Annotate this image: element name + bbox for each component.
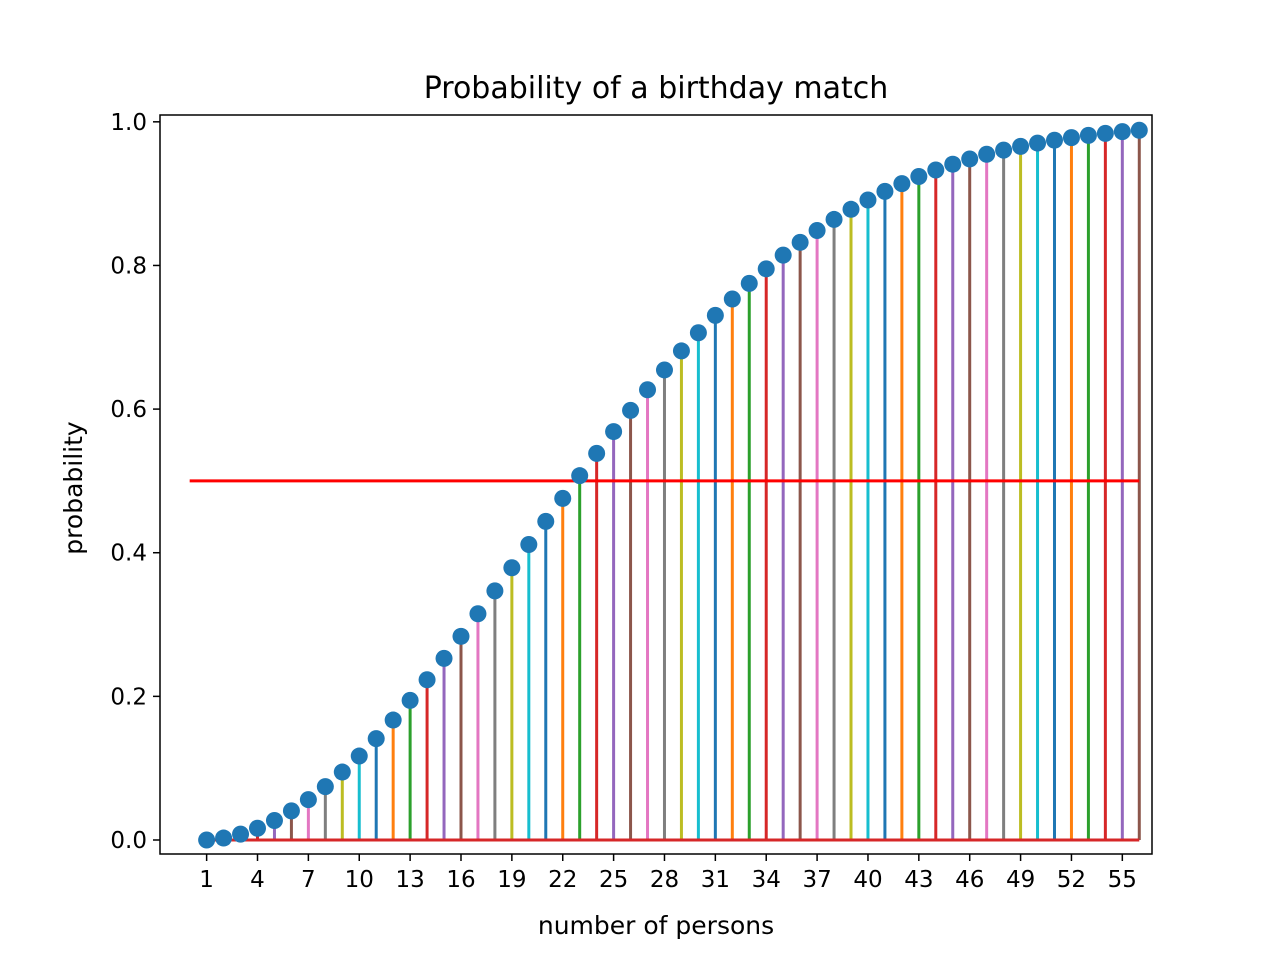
plot-area — [189, 121, 1148, 849]
data-point-31 — [706, 306, 724, 324]
y-tick-label-3: 0.6 — [110, 397, 147, 423]
data-point-15 — [435, 649, 453, 667]
data-point-30 — [689, 324, 707, 342]
data-point-7 — [299, 791, 317, 809]
data-point-52 — [1062, 129, 1080, 147]
data-point-10 — [350, 747, 368, 765]
data-point-23 — [571, 467, 589, 485]
data-point-21 — [537, 512, 555, 530]
data-point-1 — [198, 831, 216, 849]
x-tick-label-43: 43 — [904, 867, 933, 893]
data-point-9 — [333, 763, 351, 781]
data-point-5 — [265, 812, 283, 830]
data-point-8 — [316, 778, 334, 796]
x-tick-label-19: 19 — [497, 867, 526, 893]
data-point-18 — [486, 582, 504, 600]
data-point-25 — [605, 423, 623, 441]
data-point-12 — [384, 711, 402, 729]
data-point-42 — [893, 175, 911, 193]
data-point-14 — [418, 671, 436, 689]
data-point-45 — [944, 155, 962, 173]
data-point-26 — [622, 401, 640, 419]
data-point-6 — [282, 802, 300, 820]
data-point-35 — [774, 246, 792, 264]
data-point-2 — [215, 829, 233, 847]
data-point-34 — [757, 260, 775, 278]
y-tick-label-5: 1.0 — [110, 110, 147, 136]
data-point-4 — [249, 819, 267, 837]
y-tick-label-4: 0.8 — [110, 253, 147, 279]
data-point-20 — [520, 536, 538, 554]
data-point-55 — [1113, 123, 1131, 141]
x-tick-label-37: 37 — [802, 867, 831, 893]
axes-frame — [159, 114, 1153, 855]
data-point-46 — [961, 150, 979, 168]
x-axis-label: number of persons — [538, 911, 774, 940]
data-point-32 — [723, 290, 741, 308]
data-point-16 — [452, 627, 470, 645]
data-point-27 — [639, 381, 657, 399]
data-point-37 — [808, 221, 826, 239]
x-tick-label-7: 7 — [301, 867, 316, 893]
data-point-24 — [588, 444, 606, 462]
data-point-51 — [1045, 131, 1063, 149]
y-tick-label-1: 0.2 — [110, 684, 147, 710]
data-point-47 — [978, 145, 996, 163]
y-tick-label-2: 0.4 — [110, 541, 147, 567]
data-point-19 — [503, 559, 521, 577]
data-point-56 — [1130, 121, 1148, 139]
data-point-54 — [1096, 124, 1114, 142]
data-point-33 — [740, 274, 758, 292]
x-tick-label-31: 31 — [701, 867, 730, 893]
x-tick-label-40: 40 — [853, 867, 882, 893]
x-tick-label-13: 13 — [395, 867, 424, 893]
data-point-48 — [995, 141, 1013, 159]
x-tick-label-22: 22 — [548, 867, 577, 893]
x-tick-label-34: 34 — [752, 867, 781, 893]
x-tick-label-28: 28 — [650, 867, 679, 893]
data-point-22 — [554, 489, 572, 507]
x-tick-label-52: 52 — [1057, 867, 1086, 893]
data-point-50 — [1029, 134, 1047, 152]
x-tick-label-49: 49 — [1006, 867, 1035, 893]
x-tick-label-10: 10 — [345, 867, 374, 893]
x-tick-label-46: 46 — [955, 867, 984, 893]
x-tick-label-1: 1 — [199, 867, 214, 893]
data-point-17 — [469, 605, 487, 623]
data-point-53 — [1079, 126, 1097, 144]
x-tick-label-25: 25 — [599, 867, 628, 893]
data-point-13 — [401, 691, 419, 709]
data-point-41 — [876, 182, 894, 200]
data-point-43 — [910, 167, 928, 185]
x-tick-label-55: 55 — [1108, 867, 1137, 893]
data-point-29 — [672, 342, 690, 360]
chart-title: Probability of a birthday match — [424, 71, 889, 106]
data-point-49 — [1012, 137, 1030, 155]
data-point-28 — [655, 361, 673, 379]
data-point-44 — [927, 161, 945, 179]
x-tick-label-4: 4 — [250, 867, 265, 893]
data-point-40 — [859, 191, 877, 209]
y-tick-label-0: 0.0 — [110, 828, 147, 854]
x-tick-label-16: 16 — [446, 867, 475, 893]
data-point-39 — [842, 200, 860, 218]
data-point-38 — [825, 210, 843, 228]
data-point-3 — [232, 825, 250, 843]
data-point-11 — [367, 730, 385, 748]
y-axis-label: probability — [59, 421, 88, 555]
data-point-36 — [791, 233, 809, 251]
